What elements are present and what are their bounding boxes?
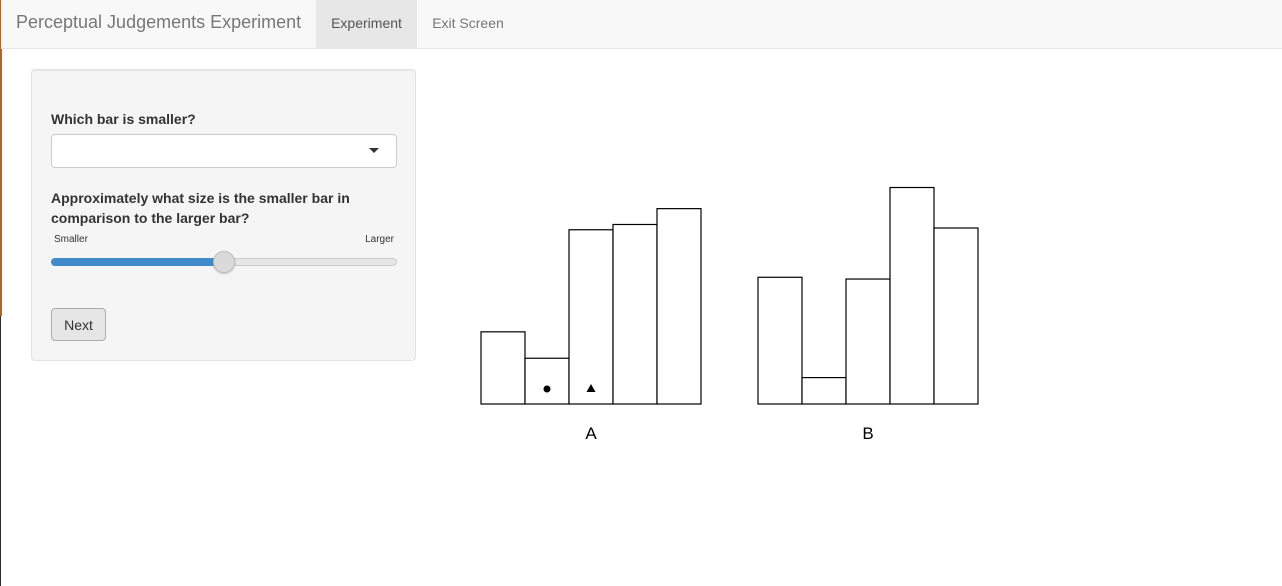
next-button[interactable]: Next (51, 308, 106, 341)
slider-min-label: Smaller (54, 234, 88, 245)
slider-handle[interactable] (213, 251, 235, 273)
size-question: Approximately what size is the smaller b… (51, 190, 350, 226)
app-title: Perceptual Judgements Experiment (16, 12, 302, 32)
slider-fill (51, 258, 224, 266)
tab-experiment[interactable]: Experiment (316, 0, 417, 48)
smaller-bar-question: Which bar is smaller? (51, 111, 196, 127)
question-panel: Which bar is smaller? Approximately what… (31, 69, 416, 361)
tab-exit-screen[interactable]: Exit Screen (432, 15, 504, 31)
navbar: Perceptual Judgements Experiment Experim… (1, 0, 1282, 49)
slider-max-label: Larger (365, 234, 394, 245)
chevron-down-icon (369, 148, 379, 153)
smaller-bar-select[interactable] (51, 134, 397, 168)
